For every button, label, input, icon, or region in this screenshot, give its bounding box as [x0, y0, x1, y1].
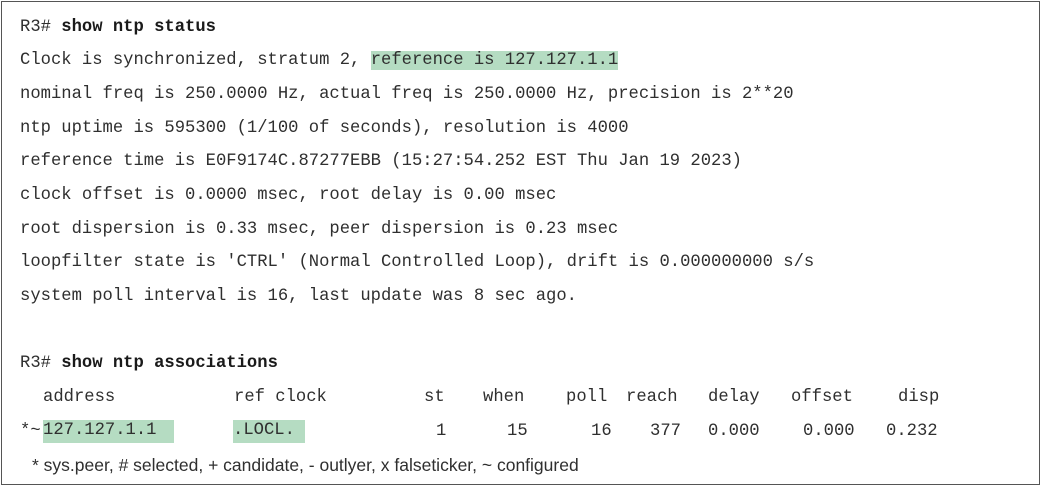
status-line-loopfilter: loopfilter state is 'CTRL' (Normal Contr…: [20, 253, 815, 272]
header-poll: poll: [566, 388, 608, 407]
reference-highlight: reference is 127.127.1.1: [370, 51, 619, 70]
header-offset: offset: [791, 388, 853, 407]
prompt: R3#: [20, 18, 51, 37]
header-when: when: [483, 388, 525, 407]
row-reach: 377: [650, 422, 681, 441]
prompt: R3#: [20, 354, 51, 373]
row-offset: 0.000: [803, 422, 855, 441]
command-text: show ntp associations: [61, 354, 278, 373]
row-flags: *~: [20, 422, 41, 441]
header-reach: reach: [626, 388, 678, 407]
row-delay: 0.000: [708, 422, 760, 441]
row-when: 15: [507, 422, 528, 441]
row-ref-clock: .LOCL.: [233, 420, 305, 443]
header-delay: delay: [708, 388, 760, 407]
row-disp: 0.232: [886, 422, 938, 441]
command-line-status: R3# show ntp status: [20, 18, 216, 38]
header-ref-clock: ref clock: [234, 388, 327, 407]
command-line-associations: R3# show ntp associations: [20, 354, 278, 374]
status-line-offset: clock offset is 0.0000 msec, root delay …: [20, 186, 557, 205]
status-line-clock: Clock is synchronized, stratum 2, refere…: [20, 51, 619, 71]
header-address: address: [43, 388, 116, 407]
row-poll: 16: [591, 422, 612, 441]
header-st: st: [424, 388, 445, 407]
clock-status-text: Clock is synchronized, stratum 2,: [20, 51, 371, 70]
row-address: 127.127.1.1: [43, 420, 174, 443]
status-line-uptime: ntp uptime is 595300 (1/100 of seconds),…: [20, 119, 629, 138]
command-text: show ntp status: [61, 18, 216, 37]
flags-legend: * sys.peer, # selected, + candidate, - o…: [32, 455, 579, 475]
row-st: 1: [436, 422, 447, 441]
status-line-reference-time: reference time is E0F9174C.87277EBB (15:…: [20, 152, 742, 171]
header-disp: disp: [898, 388, 940, 407]
status-line-poll: system poll interval is 16, last update …: [20, 287, 577, 306]
status-line-freq: nominal freq is 250.0000 Hz, actual freq…: [20, 85, 794, 104]
status-line-dispersion: root dispersion is 0.33 msec, peer dispe…: [20, 220, 619, 239]
